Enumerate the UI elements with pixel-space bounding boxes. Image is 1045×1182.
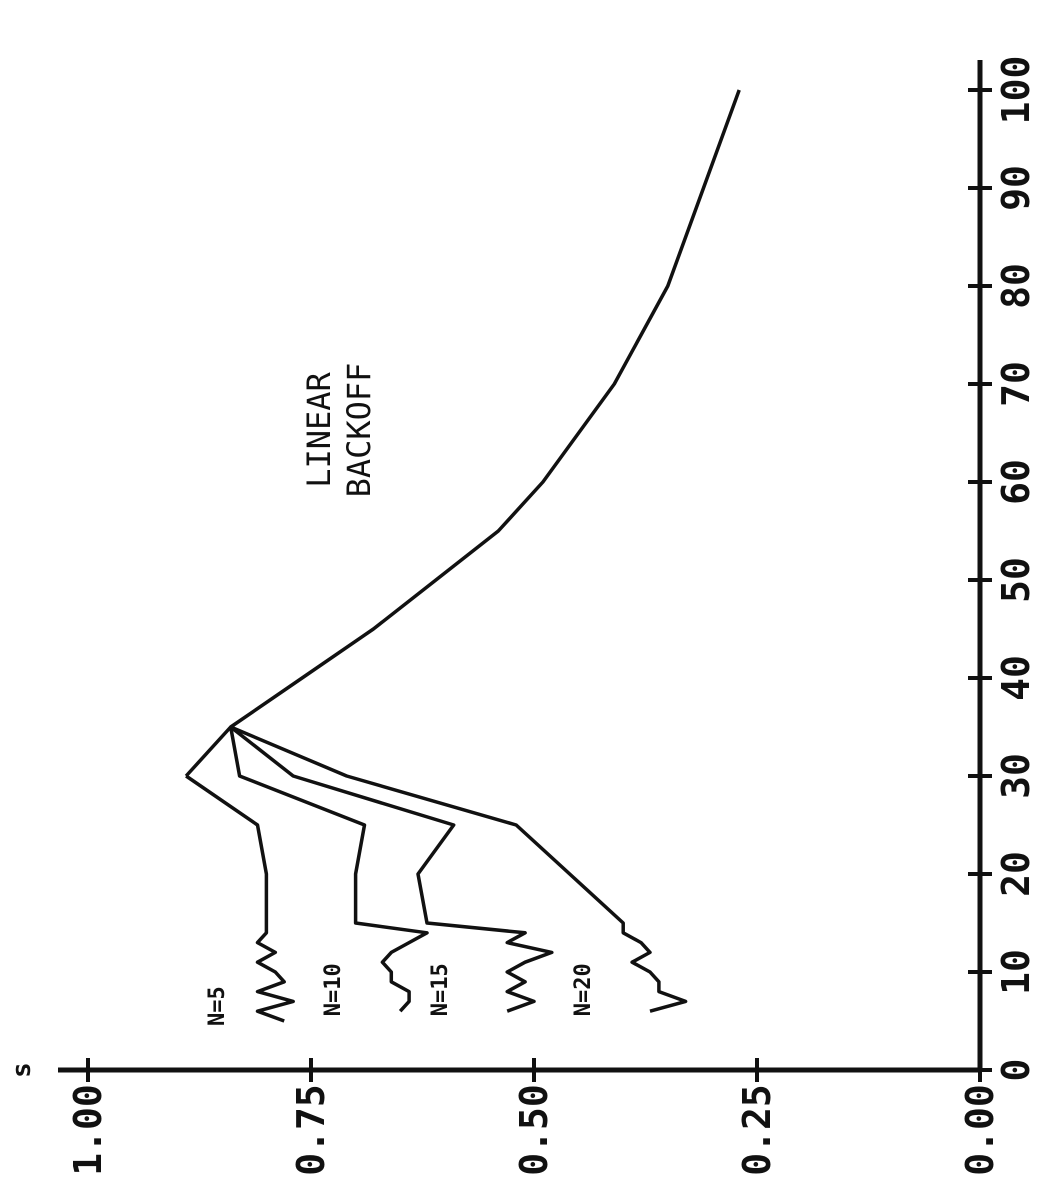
x-tick-label: 50 [994,557,1038,603]
series-line-3 [229,725,554,1013]
x-tick-label: 0 [994,1059,1038,1082]
x-tick-labels: 0 10 20 30 40 50 60 70 80 90 100 [994,56,1038,1082]
x-tick-label: 10 [994,949,1038,995]
series-line-5 [184,89,741,778]
series-label: N=20 [571,963,596,1016]
series-line-2 [228,726,429,1013]
y-tick-label: 1.00 [66,1084,110,1176]
series-labels: N=5 N=10 N=15 N=20 [205,963,596,1026]
series-label: N=15 [428,963,453,1016]
x-tick-label: 30 [994,753,1038,799]
y-tick-label: 0.50 [512,1084,556,1176]
x-tick-label: 100 [994,56,1038,125]
y-axis-label: s [7,1062,37,1078]
y-tick-labels: 0.00 0.25 0.50 0.75 1.00 [66,1084,1002,1176]
title-line-2: BACKOFF [340,363,378,498]
x-tick-label: 60 [994,459,1038,505]
y-axis-label-text: s [7,1062,37,1078]
x-tick-label: 80 [994,263,1038,309]
title-line-1: LINEAR [300,371,338,487]
series-label: N=10 [321,963,346,1016]
x-tick-label: 20 [994,851,1038,897]
series-line-4 [230,725,688,1013]
series-lines [184,89,741,1023]
series-line-1 [185,774,295,1023]
y-tick-label: 0.00 [958,1084,1002,1176]
x-tick-label: 40 [994,655,1038,701]
series-label: N=5 [205,986,230,1026]
x-tick-label: 70 [994,361,1038,407]
y-tick-label: 0.75 [289,1084,333,1176]
axes [58,60,992,1082]
x-tick-label: 90 [994,165,1038,211]
y-tick-label: 0.25 [735,1084,779,1176]
chart-title: LINEAR BACKOFF [300,363,378,498]
